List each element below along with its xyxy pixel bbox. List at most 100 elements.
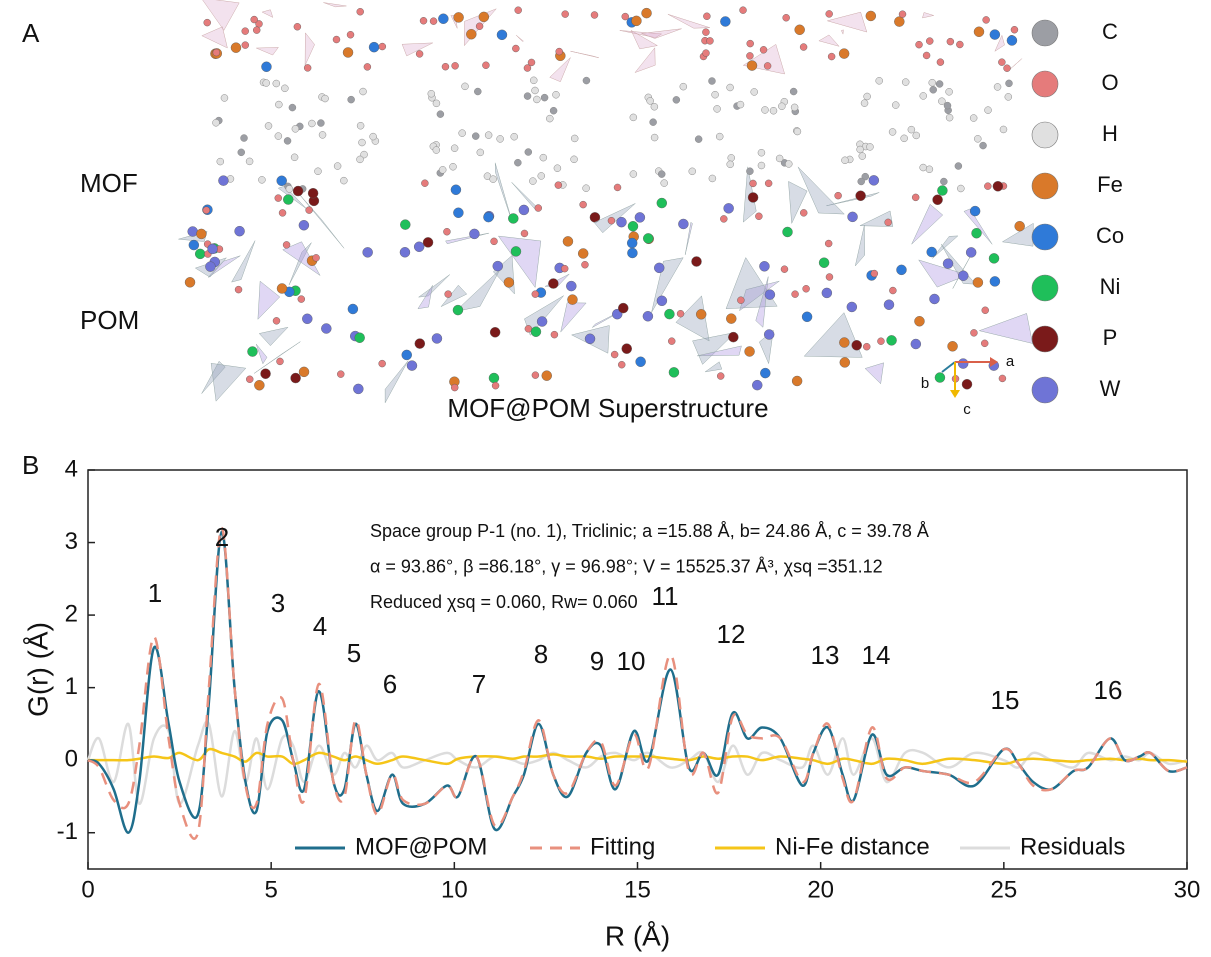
atom — [656, 295, 668, 306]
y-tick-label: -1 — [57, 818, 78, 845]
atom — [626, 237, 638, 249]
polyhedron — [560, 302, 587, 333]
polyhedron — [257, 280, 281, 320]
atom — [489, 175, 497, 183]
atom — [582, 184, 590, 192]
atom — [264, 122, 273, 130]
atom — [711, 90, 719, 99]
atom — [935, 80, 944, 88]
atom — [618, 361, 626, 369]
atom — [240, 134, 248, 142]
atom — [203, 18, 211, 27]
atom — [566, 280, 577, 292]
peak-label: 2 — [215, 522, 229, 552]
y-tick-label: 1 — [65, 673, 78, 700]
atom — [285, 185, 294, 193]
atom — [782, 226, 793, 238]
atom — [401, 349, 412, 361]
legend-label: Ni — [1100, 274, 1121, 299]
atom — [886, 335, 897, 346]
atom — [508, 213, 519, 224]
legend-label: Fitting — [590, 833, 655, 860]
atom — [378, 359, 386, 368]
atom — [550, 330, 559, 339]
atom — [262, 79, 270, 87]
polyhedron — [418, 274, 450, 298]
atom — [347, 95, 355, 104]
polyhedron — [864, 362, 884, 385]
atom — [782, 14, 790, 22]
atom — [789, 87, 798, 96]
atom — [752, 379, 763, 391]
atom — [378, 42, 387, 51]
atom — [414, 338, 426, 349]
atom — [369, 132, 377, 141]
polyhedron — [641, 28, 682, 39]
atom — [650, 133, 659, 142]
atom — [363, 63, 372, 71]
atom — [184, 277, 196, 288]
atom — [399, 247, 411, 258]
atom — [582, 76, 591, 85]
atom — [945, 113, 954, 122]
atom — [627, 221, 639, 232]
peak-label: 3 — [271, 588, 285, 618]
atom — [194, 248, 206, 260]
atom — [188, 239, 200, 251]
atom — [297, 295, 305, 303]
atom — [570, 155, 578, 164]
peak-label: 14 — [862, 640, 891, 670]
atom — [926, 246, 937, 258]
atom — [841, 156, 849, 165]
polyhedron — [207, 255, 241, 278]
polyhedron — [515, 34, 525, 42]
atom — [531, 371, 540, 379]
atom — [216, 157, 225, 166]
atom — [643, 233, 654, 244]
atom — [937, 185, 948, 196]
atom — [202, 206, 211, 214]
atom — [961, 379, 973, 390]
atom — [274, 194, 282, 202]
atom — [708, 77, 716, 85]
polyhedron — [922, 12, 935, 19]
atom — [646, 97, 654, 105]
pom-label: POM — [80, 305, 139, 335]
mof-label: MOF — [80, 168, 138, 198]
atom — [483, 211, 494, 223]
atom — [1006, 35, 1018, 46]
atom — [702, 28, 710, 36]
series-line — [86, 720, 1188, 805]
atom — [847, 211, 858, 223]
polyhedron — [826, 11, 868, 33]
legend-sphere — [1031, 172, 1059, 200]
atom — [668, 337, 676, 345]
atom — [973, 26, 985, 37]
atom — [965, 247, 977, 258]
atom — [292, 185, 304, 197]
atom — [928, 78, 936, 87]
atom — [706, 37, 714, 45]
atom — [432, 99, 441, 108]
atom — [1014, 220, 1025, 232]
atom — [910, 338, 922, 350]
peak-label: 11 — [652, 581, 679, 611]
atom — [747, 192, 759, 203]
atom — [889, 286, 897, 295]
atom — [720, 16, 731, 27]
atom — [668, 367, 680, 378]
polyhedron — [803, 312, 863, 358]
atom — [769, 106, 778, 115]
atom — [998, 374, 1007, 383]
atom — [283, 194, 294, 205]
atom — [746, 60, 758, 71]
atom — [877, 337, 885, 345]
atom — [861, 172, 870, 181]
atom — [451, 62, 459, 70]
atom — [356, 155, 364, 164]
atom — [354, 332, 365, 343]
atom — [512, 44, 520, 53]
axis-triad: a b c — [921, 353, 1015, 418]
atom — [891, 101, 900, 109]
atom — [474, 87, 482, 96]
